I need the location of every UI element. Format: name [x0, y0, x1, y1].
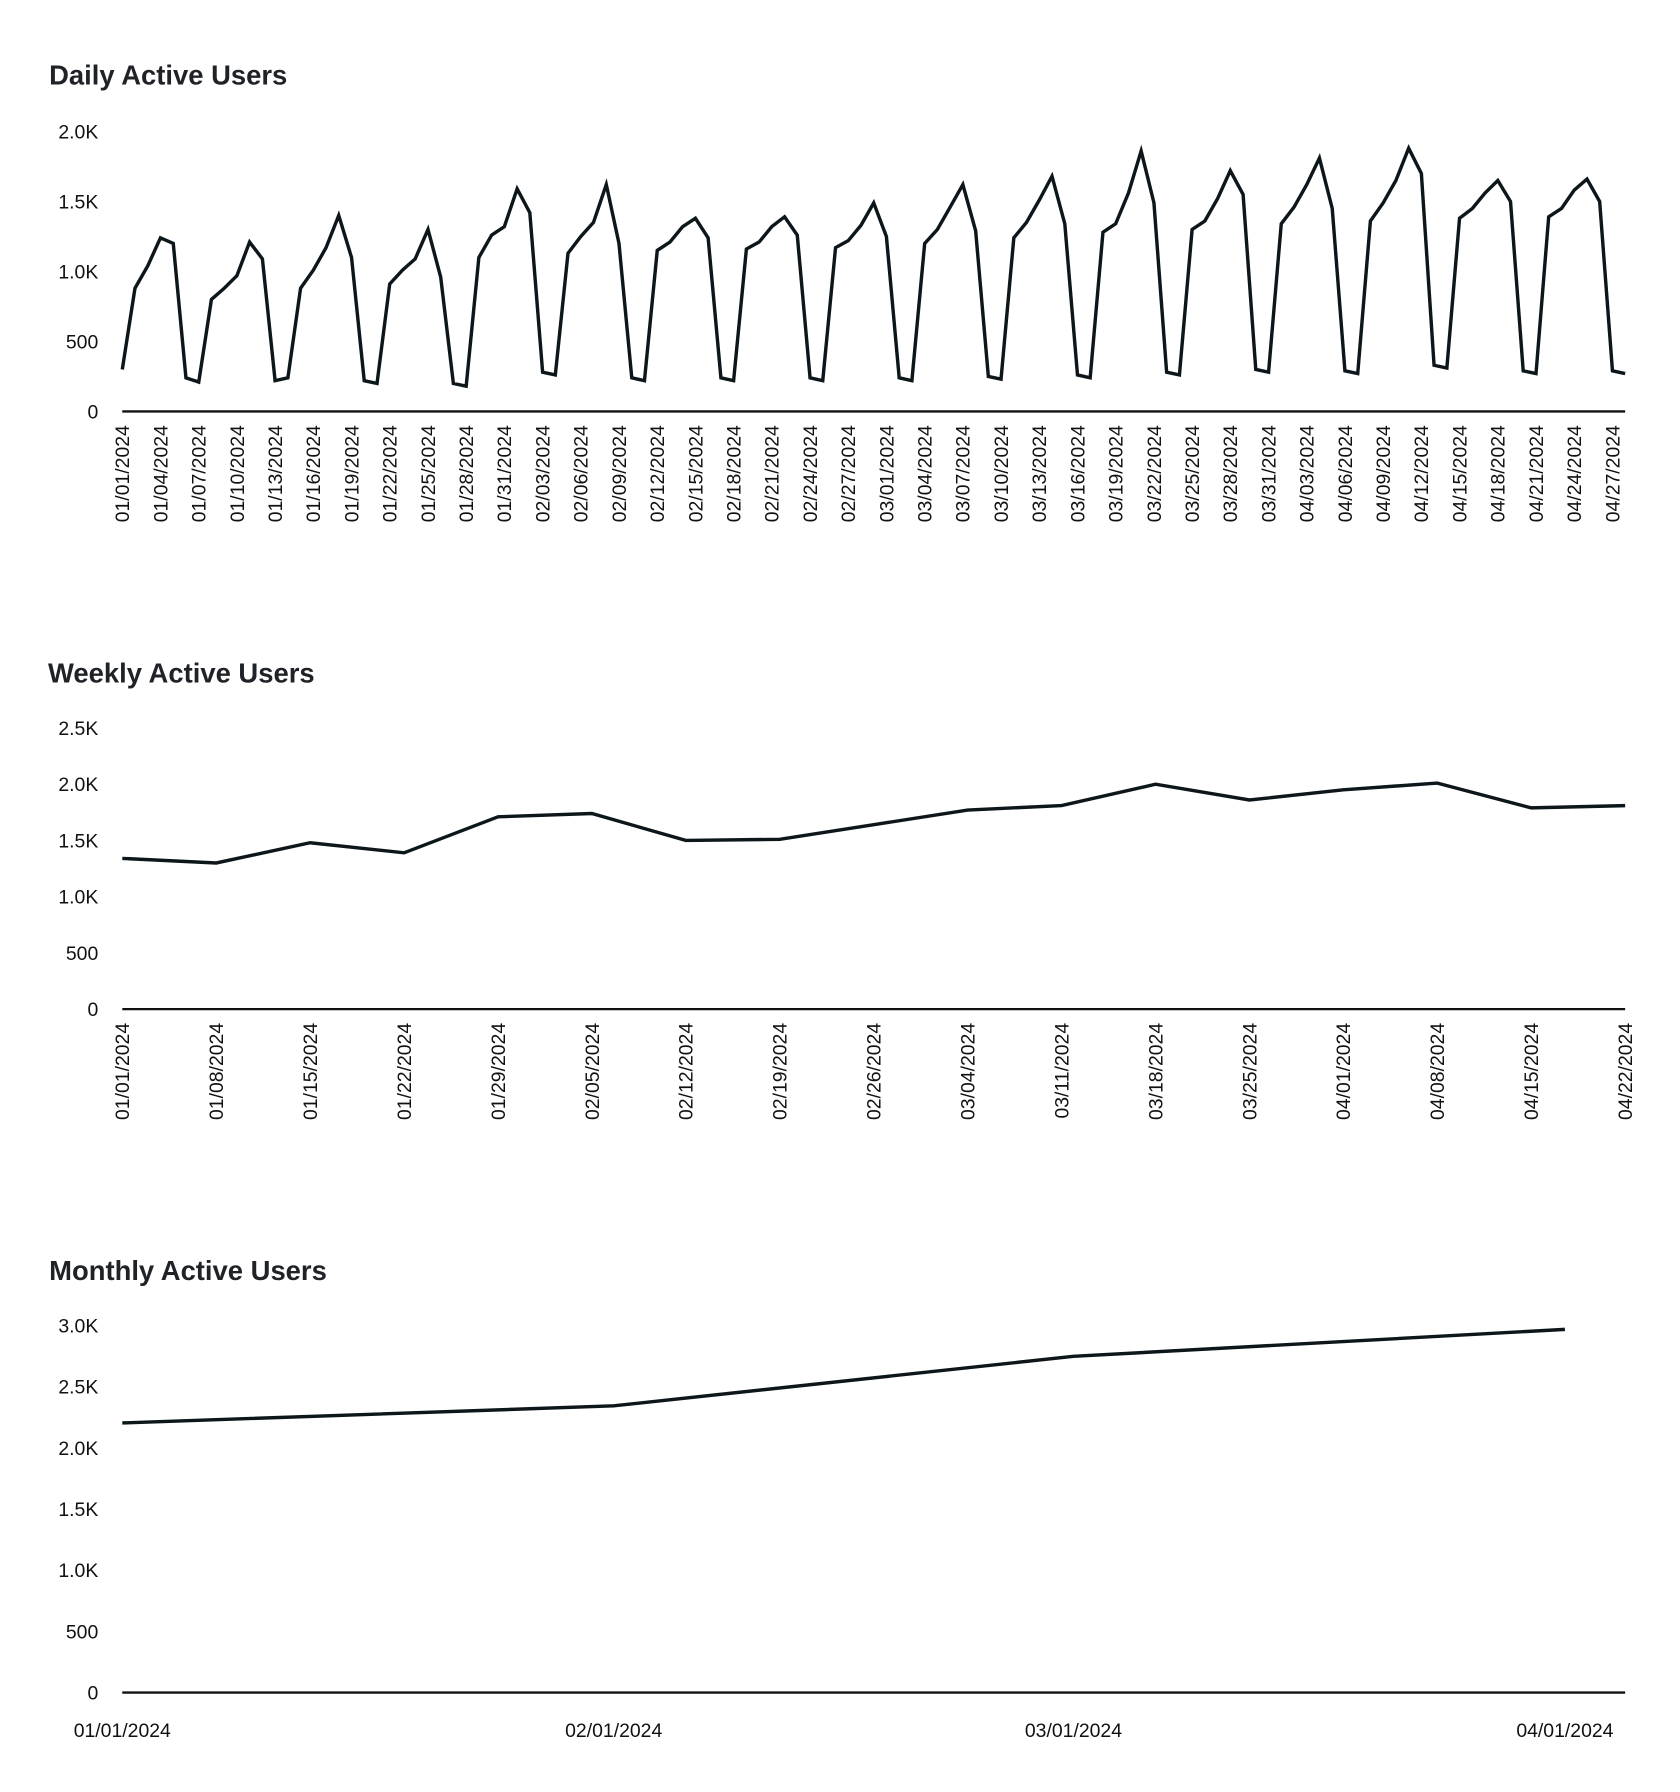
- x-tick-label: 04/15/2024: [1449, 425, 1471, 522]
- x-tick-label: 03/25/2024: [1182, 425, 1204, 522]
- x-tick-label: 04/06/2024: [1335, 425, 1357, 522]
- series-line: [122, 781, 1626, 865]
- x-tick-label: 02/21/2024: [762, 425, 784, 522]
- x-tick-label: 01/10/2024: [227, 425, 249, 522]
- y-tick-label: 3.0K: [58, 1316, 98, 1338]
- x-tick-label: 03/16/2024: [1067, 425, 1089, 522]
- chart-title: Weekly Active Users: [48, 657, 315, 688]
- x-tick-label: 03/28/2024: [1220, 425, 1242, 522]
- x-tick-label: 04/12/2024: [1411, 425, 1433, 522]
- y-tick-label: 2.5K: [58, 1377, 98, 1399]
- x-tick-label: 02/09/2024: [609, 425, 631, 522]
- x-tick-label: 01/25/2024: [418, 425, 440, 522]
- x-tick-label: 01/29/2024: [488, 1023, 510, 1120]
- x-tick-label: 02/06/2024: [571, 425, 593, 522]
- x-tick-label: 03/04/2024: [958, 1023, 980, 1120]
- x-tick-label: 02/24/2024: [800, 425, 822, 522]
- chart-title: Monthly Active Users: [49, 1255, 327, 1286]
- x-tick-label: 04/18/2024: [1488, 425, 1510, 522]
- x-tick-label: 01/01/2024: [112, 425, 134, 522]
- x-tick-label: 01/04/2024: [150, 425, 172, 522]
- weekly-active-users-chart: Weekly Active Users 0 500 1.0K 1.5K 2.0K 2.5K…: [48, 657, 1637, 1120]
- monthly-active-users-chart: Monthly Active Users 0 500 1.0K 1.5K 2.0K 2.5…: [49, 1255, 1626, 1742]
- y-tick-label: 0: [87, 999, 98, 1021]
- x-tick-label: 02/26/2024: [864, 1023, 886, 1120]
- y-tick-label: 1.5K: [58, 191, 98, 213]
- x-tick-label: 04/03/2024: [1297, 425, 1319, 522]
- y-tick-label: 500: [66, 943, 99, 965]
- x-tick-label: 04/08/2024: [1427, 1023, 1449, 1120]
- y-tick-label: 0: [87, 1682, 98, 1704]
- x-tick-label: 03/19/2024: [1106, 425, 1128, 522]
- y-tick-label: 1.0K: [58, 887, 98, 909]
- x-tick-label: 02/19/2024: [770, 1023, 792, 1120]
- x-tick-label: 01/16/2024: [303, 425, 325, 522]
- x-tick-label: 01/15/2024: [300, 1023, 322, 1120]
- x-tick-label: 03/11/2024: [1051, 1023, 1073, 1119]
- y-tick-label: 2.0K: [58, 121, 98, 143]
- x-tick-label: 02/15/2024: [685, 425, 707, 522]
- x-tick-label: 03/31/2024: [1258, 425, 1280, 522]
- x-tick-label: 04/24/2024: [1564, 425, 1586, 522]
- x-tick-label: 01/07/2024: [189, 425, 211, 522]
- x-tick-label: 03/01/2024: [876, 425, 898, 522]
- y-tick-label: 1.0K: [58, 1560, 98, 1582]
- x-tick-label: 01/28/2024: [456, 425, 478, 522]
- x-tick-label: 04/15/2024: [1521, 1023, 1543, 1120]
- x-tick-label: 02/12/2024: [647, 425, 669, 522]
- x-tick-label: 03/25/2024: [1239, 1023, 1261, 1120]
- x-tick-label: 03/18/2024: [1145, 1023, 1167, 1120]
- y-tick-label: 2.0K: [58, 1438, 98, 1460]
- x-tick-label: 01/13/2024: [265, 425, 287, 522]
- x-tick-label: 01/22/2024: [394, 1023, 416, 1120]
- y-tick-label: 2.5K: [58, 718, 98, 740]
- x-tick-label: 04/21/2024: [1526, 425, 1548, 522]
- plot-area: 0 500 1.0K 1.5K 2.0K 2.5K 3.0K 01/01/2024 02/01/…: [58, 1316, 1626, 1742]
- chart-title: Daily Active Users: [49, 60, 287, 91]
- x-tick-label: 02/18/2024: [723, 425, 745, 522]
- x-tick-label: 03/01/2024: [1025, 1720, 1122, 1742]
- x-tick-label: 04/27/2024: [1602, 425, 1624, 522]
- y-tick-label: 500: [66, 331, 99, 353]
- x-tick-label: 01/01/2024: [74, 1720, 171, 1742]
- x-tick-label: 03/13/2024: [1029, 425, 1051, 522]
- x-tick-label: 01/22/2024: [380, 425, 402, 522]
- x-tick-label: 02/03/2024: [532, 425, 554, 522]
- x-tick-label: 01/31/2024: [494, 425, 516, 522]
- y-tick-label: 1.5K: [58, 1499, 98, 1521]
- x-tick-label: 01/01/2024: [112, 1023, 134, 1120]
- x-tick-label: 03/10/2024: [991, 425, 1013, 522]
- plot-area: 0 500 1.0K 1.5K 2.0K 01/01/2024 01/04/2024 01/0…: [58, 121, 1626, 522]
- x-tick-label: 04/01/2024: [1516, 1720, 1613, 1742]
- x-tick-label: 01/08/2024: [206, 1023, 228, 1120]
- x-tick-label: 04/01/2024: [1333, 1023, 1355, 1120]
- x-tick-label: 02/05/2024: [582, 1023, 604, 1120]
- plot-area: 0 500 1.0K 1.5K 2.0K 2.5K 01/01/2024 01/08/2024…: [58, 718, 1637, 1120]
- y-tick-label: 1.5K: [58, 830, 98, 852]
- x-tick-label: 04/22/2024: [1615, 1023, 1637, 1120]
- series-line: [120, 144, 1626, 389]
- x-tick-label: 03/07/2024: [953, 425, 975, 522]
- x-tick-label: 02/12/2024: [676, 1023, 698, 1120]
- x-tick-label: 03/22/2024: [1144, 425, 1166, 522]
- x-tick-label: 02/27/2024: [838, 425, 860, 522]
- x-tick-label: 02/01/2024: [565, 1720, 662, 1742]
- series-line: [122, 1327, 1566, 1425]
- x-tick-label: 01/19/2024: [341, 425, 363, 522]
- daily-active-users-chart: Daily Active Users 0 500 1.0K 1.5K 2.0K 01/01…: [49, 60, 1626, 522]
- x-tick-label: 03/04/2024: [915, 425, 937, 522]
- y-tick-label: 2.0K: [58, 774, 98, 796]
- y-tick-label: 500: [66, 1621, 99, 1643]
- y-tick-label: 1.0K: [58, 261, 98, 283]
- x-tick-label: 04/09/2024: [1373, 425, 1395, 522]
- y-tick-label: 0: [87, 401, 98, 423]
